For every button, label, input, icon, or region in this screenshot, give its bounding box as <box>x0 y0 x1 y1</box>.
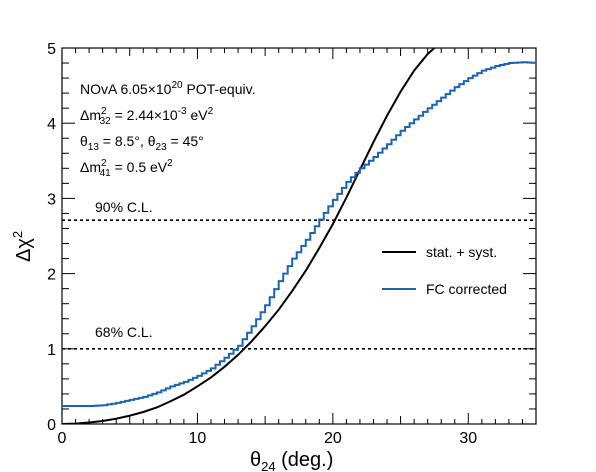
y-tick-label: 3 <box>47 191 56 208</box>
series-line-fc-corrected <box>62 61 536 407</box>
y-tick-label: 2 <box>47 267 56 284</box>
y-tick-label: 4 <box>47 116 56 133</box>
x-tick-label: 30 <box>459 430 477 447</box>
y-tick-label: 0 <box>47 417 56 434</box>
legend-label-fc: FC corrected <box>426 281 507 297</box>
annotation-mixing-angles: θ13 = 8.5°, θ23 = 45° <box>80 133 204 153</box>
annotation-dm32: Δm2 32 = 2.44×10-3 eV2 <box>80 106 214 127</box>
y-tick-label: 5 <box>47 41 56 58</box>
legend: stat. + syst. FC corrected <box>382 244 507 297</box>
cl-90-label: 90% C.L. <box>95 199 153 215</box>
x-tick-label: 20 <box>324 430 342 447</box>
y-axis-title: Δχ2 <box>10 231 35 262</box>
series-group <box>62 48 536 424</box>
x-tick-label: 10 <box>189 430 207 447</box>
x-axis-title: θ24 (deg.) <box>250 449 333 472</box>
confidence-level-lines <box>62 219 536 350</box>
y-tick-label: 1 <box>47 342 56 359</box>
cl-68-label: 68% C.L. <box>95 324 153 340</box>
annotation-exposure: NOvA 6.05×1020 POT-equiv. <box>80 80 255 97</box>
x-tick-label: 0 <box>58 430 67 447</box>
legend-label-stat-syst: stat. + syst. <box>426 244 497 260</box>
annotation-dm41: Δm2 41 = 0.5 eV2 <box>80 158 173 179</box>
plot-frame <box>61 47 537 425</box>
series-line-stat-syst <box>62 48 436 424</box>
axis-ticks: 0 10 20 30 0 1 2 3 4 5 <box>47 41 537 447</box>
